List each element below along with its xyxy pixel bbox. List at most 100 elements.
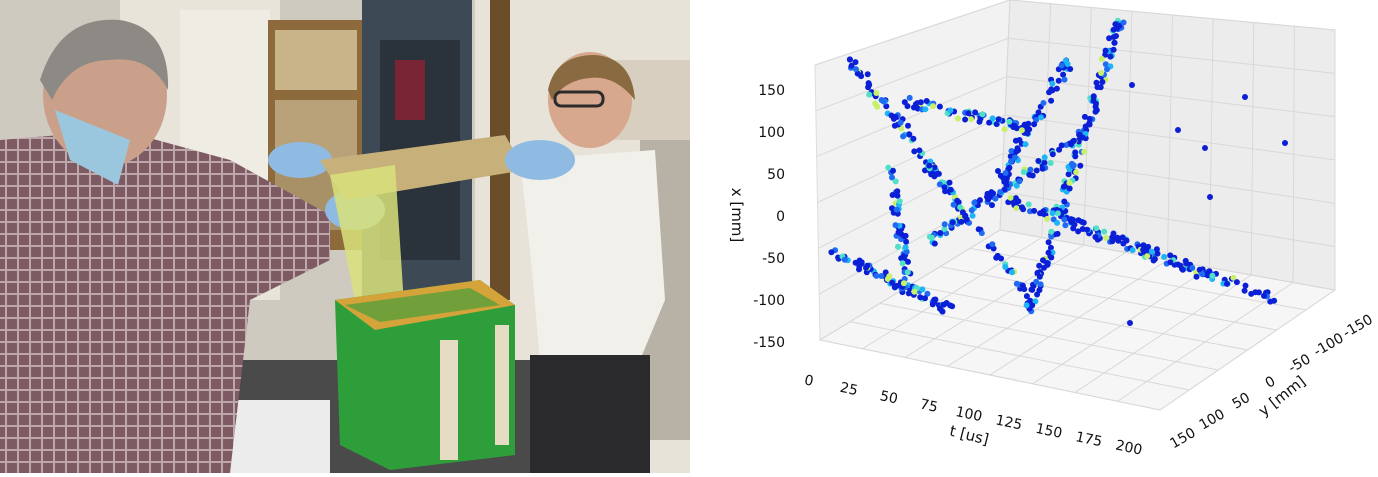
scatter-point	[1040, 100, 1047, 106]
x-tick-label: -100	[753, 293, 785, 309]
scatter-point	[949, 219, 956, 226]
grid-line	[1008, 37, 1336, 74]
scatter-point	[989, 241, 996, 248]
scatter-point	[1079, 134, 1086, 141]
scatter-point	[1140, 242, 1147, 249]
scatter-point	[1224, 280, 1230, 287]
scatter-point	[1062, 222, 1069, 229]
scatter-point	[922, 295, 928, 302]
scatter-point	[936, 103, 943, 110]
scatter-point	[1001, 186, 1008, 193]
scatter-point	[1044, 215, 1051, 222]
scatter-point	[1053, 85, 1060, 92]
scatter-point	[1098, 70, 1105, 76]
scatter-point	[889, 205, 895, 212]
t-tick-label: 25	[838, 380, 859, 399]
scatter-point	[911, 288, 918, 295]
scatter-point	[906, 131, 913, 138]
scatter-point	[1109, 238, 1116, 245]
scatter-point	[905, 290, 912, 297]
lab-photo	[0, 0, 690, 473]
scatter-point	[986, 119, 993, 126]
scatter-point	[1182, 257, 1189, 264]
scatter-point	[1233, 279, 1240, 286]
scatter-point	[1081, 148, 1088, 155]
scatter-point	[1008, 148, 1015, 154]
scatter-point	[852, 66, 859, 73]
scatter-point	[955, 115, 961, 122]
scatter-point	[848, 62, 855, 69]
scatter-point	[1048, 254, 1055, 261]
scatter-point	[1019, 204, 1025, 211]
scatter-point	[947, 186, 954, 193]
scatter-point	[1024, 130, 1031, 137]
scatter-point	[1063, 142, 1070, 148]
scatter-point	[852, 59, 859, 66]
scatter-point	[1094, 84, 1101, 91]
scatter-point	[1049, 151, 1056, 158]
scatter-point	[894, 192, 901, 199]
scatter-point	[895, 243, 901, 250]
scatter-point	[889, 174, 895, 181]
scatter-point	[1014, 198, 1021, 205]
scatter-point	[1101, 228, 1108, 235]
scatter-point	[1011, 154, 1018, 161]
scatter-point	[1054, 230, 1061, 237]
scatter-point	[923, 98, 930, 104]
scatter-point	[886, 273, 893, 280]
grid-line	[879, 302, 1219, 371]
scatter-point	[906, 94, 913, 101]
scatter-point	[931, 164, 938, 171]
scatter-point	[1049, 210, 1056, 217]
grid-line	[969, 247, 1306, 311]
scatter-point	[1054, 219, 1061, 226]
scatter-point	[1202, 145, 1208, 151]
scatter-point	[1067, 66, 1074, 72]
scatter-point	[890, 167, 896, 174]
scatter-point	[1016, 178, 1023, 185]
scatter-point	[864, 262, 871, 269]
scatter-point	[928, 234, 935, 241]
scatter-point	[979, 111, 986, 118]
scatter-point	[1189, 264, 1196, 271]
scatter-point	[1006, 164, 1013, 171]
scatter-point	[1090, 97, 1097, 104]
scatter-point	[1193, 273, 1200, 280]
grid-line	[1003, 152, 1336, 204]
scatter-point	[1070, 163, 1077, 170]
scatter-point	[1207, 194, 1213, 200]
scatter-point	[957, 204, 964, 211]
scatter-point	[1093, 225, 1100, 232]
scatter-point	[911, 148, 918, 155]
scatter-point	[1143, 247, 1150, 254]
scatter-point	[1282, 140, 1288, 146]
x-tick-label: -50	[762, 251, 785, 267]
scatter-point	[899, 255, 906, 262]
scatter-point	[878, 273, 885, 279]
grid-line	[939, 266, 1277, 331]
scatter-point	[1102, 61, 1109, 68]
scatter-point	[1104, 66, 1110, 73]
scatter-point	[1153, 246, 1160, 253]
scatter-point	[858, 73, 865, 80]
scatter-point	[1241, 287, 1248, 294]
scatter-point	[962, 212, 969, 219]
t-tick-label: 0	[803, 372, 815, 390]
scatter-point	[937, 305, 943, 312]
scatter-point	[995, 116, 1002, 123]
scatter-point	[924, 290, 931, 297]
3d-scatter-plot: 150 100 50 0 -50 -100 -150 0 25 50 75 100 125 150 175 2…	[700, 0, 1378, 473]
x-tick-label: 0	[776, 209, 785, 225]
scatter-point	[1054, 210, 1061, 217]
scatter-point	[989, 115, 996, 122]
scatter-point	[1252, 289, 1259, 296]
scatter-point	[1175, 127, 1181, 133]
scatter-point	[1045, 249, 1052, 256]
y-tick-label: 100	[1197, 406, 1228, 433]
scatter-point	[863, 269, 870, 276]
scatter-point	[889, 192, 896, 198]
scatter-point	[1034, 291, 1041, 298]
scatter-point	[947, 107, 954, 114]
scatter-point	[941, 225, 948, 232]
scatter-point	[902, 244, 909, 251]
